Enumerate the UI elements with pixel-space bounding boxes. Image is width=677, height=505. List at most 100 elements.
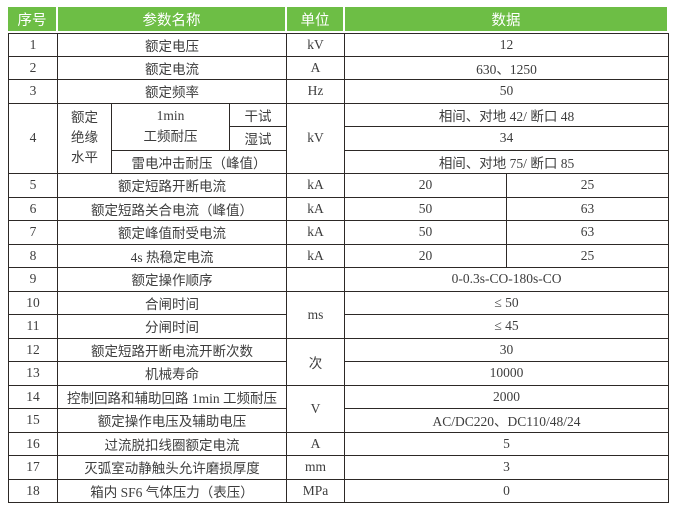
row-18-value: 0 (345, 479, 670, 503)
table-row: 3 额定频率 Hz 50 (8, 80, 670, 104)
row-12-param-name: 额定短路开断电流开断次数 (58, 338, 288, 362)
row-18-unit: MPa (287, 479, 346, 503)
row-16-value: 5 (345, 432, 670, 456)
row-10-param-name: 合闸时间 (58, 291, 288, 315)
row-1-unit: kV (287, 33, 346, 57)
table-row: 7 额定峰值耐受电流 kA 50 63 (8, 221, 670, 245)
row-14-value: 2000 (345, 385, 670, 409)
row-11-number: 11 (8, 315, 58, 339)
row-12-13-unit: 次 (287, 338, 346, 386)
table-row: 15 额定操作电压及辅助电压 AC/DC220、DC110/48/24 (8, 409, 670, 433)
spec-table: 序号 参数名称 单位 数据 1 额定电压 kV 12 2 额定电流 A 630、… (8, 7, 670, 503)
row-13-param-name: 机械寿命 (58, 362, 288, 386)
row-17-param-name: 灭弧室动静触头允许磨损厚度 (58, 456, 288, 480)
row-6-number: 6 (8, 197, 58, 221)
row-17-unit: mm (287, 456, 346, 480)
col-header-no: 序号 (8, 7, 58, 33)
row-14-param-name: 控制回路和辅助回路 1min 工频耐压 (58, 385, 288, 409)
row-11-param-name: 分闸时间 (58, 315, 288, 339)
row-8-number: 8 (8, 244, 58, 268)
row-2-param-name: 额定电流 (58, 56, 288, 80)
row-14-15-unit: V (287, 385, 346, 433)
row-13-value: 10000 (345, 362, 670, 386)
table-row: 6 额定短路关合电流（峰值） kA 50 63 (8, 197, 670, 221)
row-3-param-name: 额定频率 (58, 80, 288, 104)
row-10-value: ≤ 50 (345, 291, 670, 315)
row-3-value: 50 (345, 80, 670, 104)
row-18-number: 18 (8, 479, 58, 503)
row-9-value: 0-0.3s-CO-180s-CO (345, 268, 670, 292)
row-16-unit: A (287, 432, 346, 456)
table-row: 14 控制回路和辅助回路 1min 工频耐压 V 2000 (8, 385, 670, 433)
row-2-number: 2 (8, 56, 58, 80)
row-8-unit: kA (287, 244, 346, 268)
col-header-data: 数据 (345, 7, 670, 33)
row-13-number: 13 (8, 362, 58, 386)
table-row: 10 合闸时间 ms ≤ 50 (8, 291, 670, 339)
row-5-value-2: 25 (507, 174, 670, 198)
row-6-value-2: 63 (507, 197, 670, 221)
row-4-wet-test-label: 湿试 (230, 127, 288, 151)
row-4-insulation-level-label: 额定 绝缘 水平 (58, 103, 112, 174)
table-row: 湿试 34 (8, 127, 670, 151)
row-6-unit: kA (287, 197, 346, 221)
row-9-param-name: 额定操作顺序 (58, 268, 288, 292)
row-8-value-1: 20 (345, 244, 508, 268)
row-1-param-name: 额定电压 (58, 33, 288, 57)
row-2-unit: A (287, 56, 346, 80)
row-11-value: ≤ 45 (345, 315, 670, 339)
row-4-power-frequency-withstand-label: 1min 工频耐压 (112, 103, 230, 151)
row-4-dry-test-label: 干试 (230, 103, 288, 127)
table-row: 雷电冲击耐压（峰值） 相间、对地 75/ 断口 85 (8, 150, 670, 174)
table-row: 2 额定电流 A 630、1250 (8, 56, 670, 80)
table-row: 18 箱内 SF6 气体压力（表压） MPa 0 (8, 479, 670, 503)
row-4-unit: kV (287, 103, 346, 174)
row-5-unit: kA (287, 174, 346, 198)
row-15-param-name: 额定操作电压及辅助电压 (58, 409, 288, 433)
row-4-dry-test-value: 相间、对地 42/ 断口 48 (345, 103, 670, 127)
row-3-unit: Hz (287, 80, 346, 104)
table-row: 4 额定 绝缘 水平 1min 工频耐压 干试 kV 相间、对地 42/ 断口 … (8, 103, 670, 174)
row-14-number: 14 (8, 385, 58, 409)
table-row: 13 机械寿命 10000 (8, 362, 670, 386)
row-10-11-unit: ms (287, 291, 346, 339)
row-7-value-2: 63 (507, 221, 670, 245)
row-5-param-name: 额定短路开断电流 (58, 174, 288, 198)
row-5-number: 5 (8, 174, 58, 198)
row-10-number: 10 (8, 291, 58, 315)
row-4-number: 4 (8, 103, 58, 174)
table-row: 5 额定短路开断电流 kA 20 25 (8, 174, 670, 198)
table-row: 8 4s 热稳定电流 kA 20 25 (8, 244, 670, 268)
row-5-value-1: 20 (345, 174, 508, 198)
row-12-value: 30 (345, 338, 670, 362)
table-row: 16 过流脱扣线圈额定电流 A 5 (8, 432, 670, 456)
table-row: 1 额定电压 kV 12 (8, 33, 670, 57)
row-7-unit: kA (287, 221, 346, 245)
header-row: 序号 参数名称 单位 数据 (8, 7, 670, 33)
row-17-value: 3 (345, 456, 670, 480)
row-4-wet-test-value: 34 (345, 127, 670, 151)
row-15-number: 15 (8, 409, 58, 433)
col-header-unit: 单位 (287, 7, 346, 33)
row-4-lightning-impulse-label: 雷电冲击耐压（峰值） (112, 150, 288, 174)
table-row: 11 分闸时间 ≤ 45 (8, 315, 670, 339)
row-4-lightning-impulse-value: 相间、对地 75/ 断口 85 (345, 150, 670, 174)
row-17-number: 17 (8, 456, 58, 480)
row-16-number: 16 (8, 432, 58, 456)
row-2-value: 630、1250 (345, 56, 670, 80)
row-7-param-name: 额定峰值耐受电流 (58, 221, 288, 245)
row-3-number: 3 (8, 80, 58, 104)
row-1-number: 1 (8, 33, 58, 57)
row-1-value: 12 (345, 33, 670, 57)
table-row: 12 额定短路开断电流开断次数 次 30 (8, 338, 670, 386)
row-16-param-name: 过流脱扣线圈额定电流 (58, 432, 288, 456)
row-8-value-2: 25 (507, 244, 670, 268)
row-6-value-1: 50 (345, 197, 508, 221)
row-6-param-name: 额定短路关合电流（峰值） (58, 197, 288, 221)
row-15-value: AC/DC220、DC110/48/24 (345, 409, 670, 433)
row-12-number: 12 (8, 338, 58, 362)
table-row: 9 额定操作顺序 0-0.3s-CO-180s-CO (8, 268, 670, 292)
col-header-param-name: 参数名称 (58, 7, 288, 33)
row-8-param-name: 4s 热稳定电流 (58, 244, 288, 268)
